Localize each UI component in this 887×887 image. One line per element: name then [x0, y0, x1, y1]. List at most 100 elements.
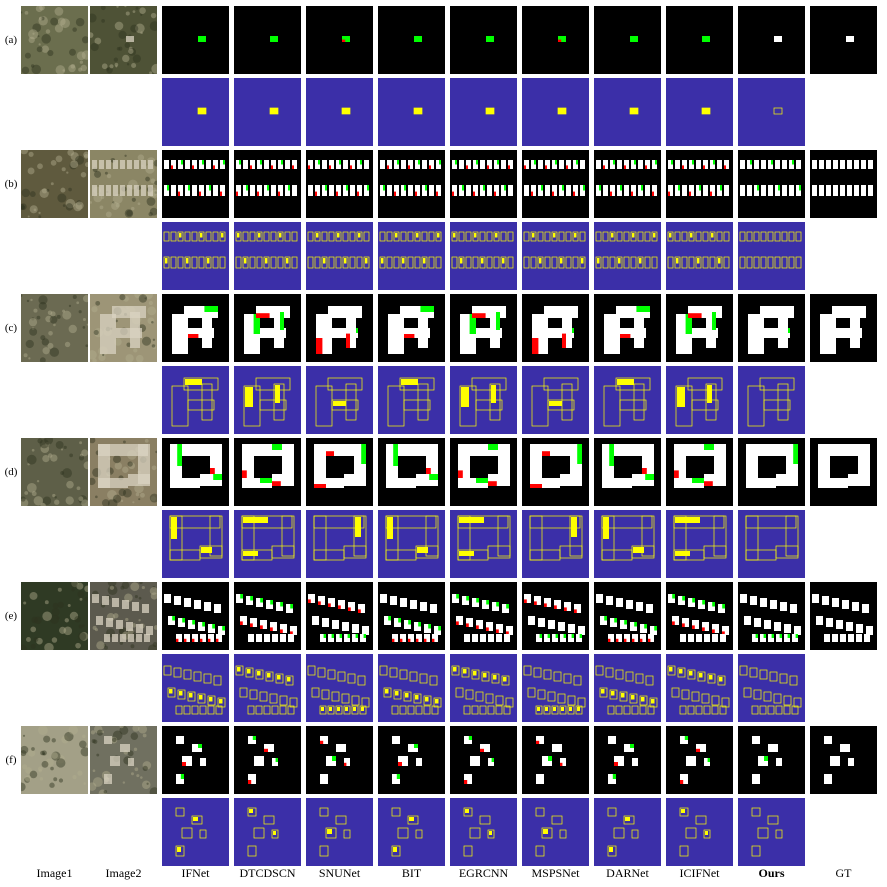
prediction-map-tile [594, 6, 661, 74]
prediction-map-tile [522, 438, 589, 506]
prediction-map-tile [306, 294, 373, 362]
error-map-tile [522, 366, 589, 434]
row-label: (e) [4, 610, 18, 622]
prediction-map-tile [378, 150, 445, 218]
error-map-tile [306, 798, 373, 866]
error-map-tile [450, 798, 517, 866]
error-map-tile [378, 222, 445, 290]
error-map-tile [450, 510, 517, 578]
error-map-tile [594, 78, 661, 146]
prediction-map-tile [810, 582, 877, 650]
error-map-tile [378, 510, 445, 578]
prediction-map-tile [594, 582, 661, 650]
error-map-tile [306, 654, 373, 722]
prediction-map-tile [738, 6, 805, 74]
input-image-tile [21, 150, 88, 218]
prediction-map-tile [666, 438, 733, 506]
prediction-map-tile [162, 438, 229, 506]
prediction-map-tile [234, 582, 301, 650]
error-map-tile [234, 654, 301, 722]
prediction-map-tile [738, 150, 805, 218]
prediction-map-tile [162, 726, 229, 794]
error-map-tile [450, 366, 517, 434]
column-label: DTCDSCN [239, 866, 296, 880]
error-map-tile [666, 78, 733, 146]
prediction-map-tile [666, 6, 733, 74]
input-image-tile [21, 582, 88, 650]
error-map-tile [234, 798, 301, 866]
prediction-map-tile [594, 294, 661, 362]
error-map-tile [162, 654, 229, 722]
input-image-tile [90, 438, 157, 506]
prediction-map-tile [594, 438, 661, 506]
column-label: EGRCNN [458, 866, 509, 880]
prediction-map-tile [522, 726, 589, 794]
error-map-tile [234, 510, 301, 578]
row-label: (f) [5, 754, 17, 766]
prediction-map-tile [522, 294, 589, 362]
prediction-map-tile [162, 294, 229, 362]
column-label: Image1 [36, 866, 73, 880]
prediction-map-tile [306, 582, 373, 650]
prediction-map-tile [450, 6, 517, 74]
column-label: Ours [758, 866, 785, 880]
prediction-map-tile [162, 150, 229, 218]
prediction-map-tile [306, 150, 373, 218]
error-map-tile [738, 798, 805, 866]
prediction-map-tile [234, 294, 301, 362]
error-map-tile [378, 366, 445, 434]
prediction-map-tile [738, 726, 805, 794]
error-map-tile [378, 654, 445, 722]
error-map-tile [378, 798, 445, 866]
prediction-map-tile [810, 150, 877, 218]
error-map-tile [306, 366, 373, 434]
prediction-map-tile [810, 726, 877, 794]
prediction-map-tile [162, 582, 229, 650]
prediction-map-tile [522, 150, 589, 218]
error-map-tile [738, 366, 805, 434]
row-label: (c) [4, 322, 18, 334]
prediction-map-tile [810, 438, 877, 506]
prediction-map-tile [450, 150, 517, 218]
column-label: GT [835, 866, 852, 880]
prediction-map-tile [234, 150, 301, 218]
input-image-tile [90, 150, 157, 218]
column-label: MSPSNet [531, 866, 580, 880]
prediction-map-tile [378, 726, 445, 794]
error-map-tile [306, 222, 373, 290]
error-map-tile [162, 78, 229, 146]
error-map-tile [738, 654, 805, 722]
prediction-map-tile [810, 294, 877, 362]
prediction-map-tile [234, 438, 301, 506]
prediction-map-tile [306, 6, 373, 74]
error-map-tile [594, 366, 661, 434]
prediction-map-tile [450, 726, 517, 794]
error-map-tile [594, 798, 661, 866]
prediction-map-tile [594, 726, 661, 794]
error-map-tile [162, 510, 229, 578]
column-label: SNUNet [318, 866, 361, 880]
error-map-tile [450, 222, 517, 290]
error-map-tile [450, 654, 517, 722]
error-map-tile [666, 222, 733, 290]
prediction-map-tile [522, 582, 589, 650]
error-map-tile [450, 78, 517, 146]
column-label: Image2 [105, 866, 142, 880]
error-map-tile [306, 510, 373, 578]
error-map-tile [666, 510, 733, 578]
prediction-map-tile [594, 150, 661, 218]
error-map-tile [162, 366, 229, 434]
column-label: IFNet [181, 866, 210, 880]
error-map-tile [522, 222, 589, 290]
input-image-tile [90, 294, 157, 362]
input-image-tile [21, 294, 88, 362]
prediction-map-tile [666, 726, 733, 794]
prediction-map-tile [738, 582, 805, 650]
input-image-tile [90, 6, 157, 74]
column-label: ICIFNet [679, 866, 720, 880]
prediction-map-tile [738, 438, 805, 506]
error-map-tile [666, 654, 733, 722]
prediction-map-tile [738, 294, 805, 362]
prediction-map-tile [234, 726, 301, 794]
